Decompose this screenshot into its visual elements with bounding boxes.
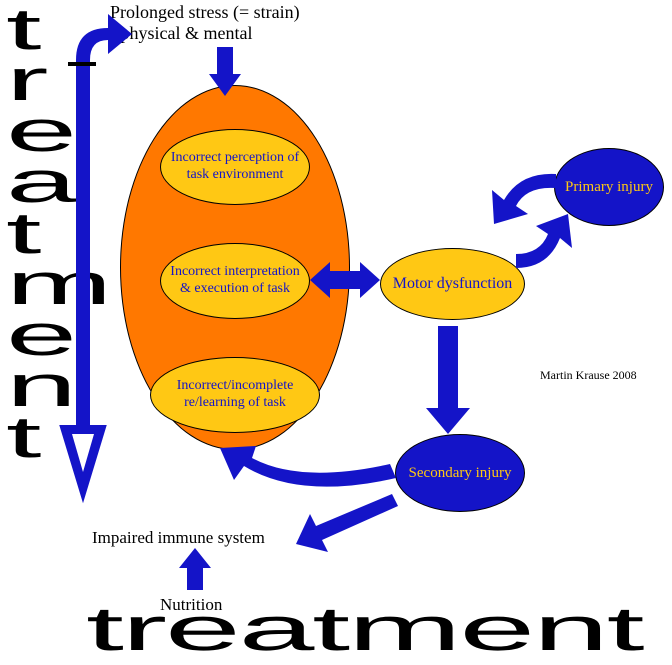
oval-secondary: Secondary injury	[395, 434, 525, 512]
oval-relearning: Incorrect/incomplete re/learning of task	[150, 357, 320, 433]
arrow-secondary-to-oval	[220, 446, 396, 487]
oval-primary: Primary injury	[554, 148, 664, 226]
arrow-primary-to-motor	[492, 174, 556, 224]
oval-perception-label: Incorrect perception of task environment	[161, 146, 309, 188]
oval-motor-label: Motor dysfunction	[393, 274, 513, 293]
arrow-motor-down	[426, 326, 470, 434]
oval-motor: Motor dysfunction	[380, 248, 525, 320]
oval-primary-label: Primary injury	[565, 178, 653, 196]
arrow-secondary-to-immune	[296, 494, 398, 552]
arrow-nutrition-up	[179, 548, 211, 590]
oval-interpretation: Incorrect interpretation & execution of …	[160, 243, 310, 319]
label-stress: Prolonged stress (= strain) - physical &…	[110, 2, 300, 44]
arrow-motor-to-primary	[516, 214, 572, 268]
label-immune: Impaired immune system	[92, 528, 265, 548]
label-credit: Martin Krause 2008	[540, 368, 637, 383]
vertical-treatment: treatment	[6, 4, 112, 463]
oval-secondary-label: Secondary injury	[409, 464, 512, 482]
oval-relearning-label: Incorrect/incomplete re/learning of task	[151, 374, 319, 416]
label-nutrition: Nutrition	[160, 595, 222, 615]
oval-interpretation-label: Incorrect interpretation & execution of …	[161, 260, 309, 302]
oval-perception: Incorrect perception of task environment	[160, 129, 310, 205]
